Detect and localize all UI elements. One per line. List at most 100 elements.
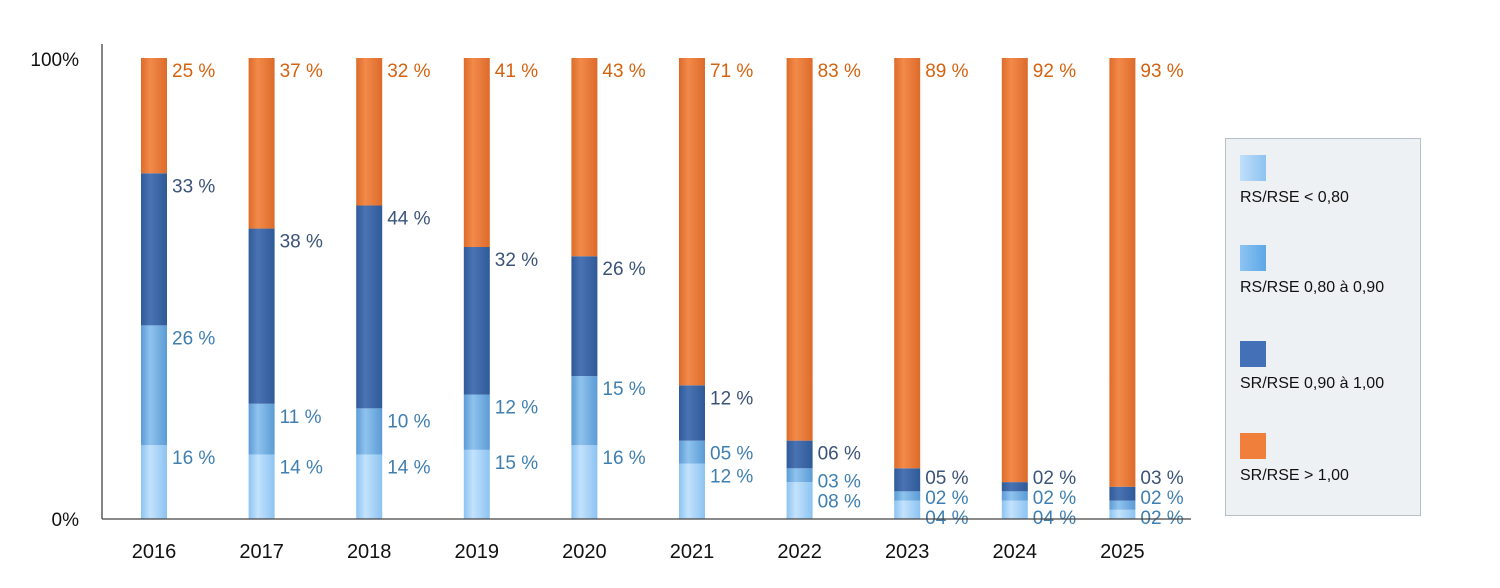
data-label-2025-s1: 02 % (1140, 488, 1183, 509)
data-label-2019-s2: 32 % (495, 250, 538, 271)
bar-segment-2018-s1 (356, 408, 383, 455)
bar-segment-2022-s2 (786, 440, 813, 469)
data-label-2023-s2: 05 % (925, 468, 968, 489)
bar-segment-2019-s3 (463, 58, 490, 248)
x-tick-label-2019: 2019 (455, 541, 500, 563)
data-label-2022-s1: 03 % (818, 471, 861, 492)
data-label-2018-s0: 14 % (387, 457, 430, 478)
y-tick-top: 100% (30, 50, 79, 71)
legend-swatch-rs-below-080 (1240, 155, 1266, 181)
data-label-2022-s2: 06 % (818, 444, 861, 465)
data-label-2020-s1: 15 % (602, 379, 645, 400)
bar-segment-2025-s2 (1109, 486, 1136, 501)
data-label-2018-s2: 44 % (387, 209, 430, 230)
data-label-2017-s2: 38 % (280, 232, 323, 253)
data-label-2025-s2: 03 % (1140, 468, 1183, 489)
x-category-labels: 2016 2017 2018 2019 2020 2021 2022 2023 2024 2025 (132, 541, 1145, 563)
legend-swatch-rs-080-090 (1240, 245, 1266, 271)
data-label-2024-s2: 02 % (1033, 468, 1076, 489)
bar-segment-2023-s0 (894, 500, 921, 519)
bar-segment-2024-s2 (1001, 482, 1028, 492)
data-label-2017-s3: 37 % (280, 61, 323, 82)
data-label-2021-s0: 12 % (710, 467, 753, 488)
bar-segment-2024-s3 (1001, 58, 1028, 483)
data-label-2021-s2: 12 % (710, 388, 753, 409)
data-label-2016-s1: 26 % (172, 328, 215, 349)
data-label-2022-s3: 83 % (818, 61, 861, 82)
bar-segment-2020-s3 (571, 58, 598, 257)
bar-segment-2021-s3 (679, 58, 705, 386)
y-tick-bottom: 0% (52, 510, 80, 531)
bar-segment-2021-s0 (679, 463, 705, 519)
data-label-2019-s1: 12 % (495, 398, 538, 419)
data-label-2024-s1: 02 % (1033, 488, 1076, 509)
bar-segment-2025-s0 (1109, 509, 1136, 519)
legend-item-sr-above-100: SR/RSE > 1,00 (1240, 433, 1349, 485)
legend-item-sr-090-100: SR/RSE 0,90 à 1,00 (1240, 341, 1384, 393)
data-label-2021-s1: 05 % (710, 444, 753, 465)
data-label-2018-s3: 32 % (387, 61, 430, 82)
data-label-2020-s3: 43 % (602, 61, 645, 82)
data-label-2018-s1: 10 % (387, 411, 430, 432)
bar-segment-2020-s2 (571, 256, 598, 377)
bar-segment-2016-s2 (141, 173, 167, 326)
bar-segment-2016-s1 (141, 325, 167, 446)
data-label-2025-s3: 93 % (1140, 61, 1183, 82)
bar-segment-2018-s0 (356, 454, 383, 519)
legend-label: SR/RSE > 1,00 (1240, 467, 1349, 484)
bar-segment-2023-s1 (894, 491, 921, 501)
x-tick-label-2017: 2017 (239, 541, 284, 563)
data-label-2016-s0: 16 % (172, 448, 215, 469)
data-label-2020-s2: 26 % (602, 259, 645, 280)
bar-segment-2022-s0 (786, 482, 813, 519)
x-tick-label-2023: 2023 (885, 541, 930, 563)
bar-segment-2017-s1 (248, 403, 275, 455)
legend-swatch-sr-090-100 (1240, 341, 1266, 367)
data-label-2023-s3: 89 % (925, 61, 968, 82)
legend-swatch-sr-above-100 (1240, 433, 1266, 459)
data-label-2023-s1: 02 % (925, 488, 968, 509)
data-label-2017-s1: 11 % (280, 407, 322, 428)
bar-segment-2016-s0 (141, 445, 167, 519)
data-label-2016-s2: 33 % (172, 176, 215, 197)
bar-segment-2023-s3 (894, 58, 921, 469)
x-tick-label-2020: 2020 (562, 541, 607, 563)
bars-layer (141, 58, 1136, 519)
bar-segment-2018-s3 (356, 58, 383, 206)
x-tick-label-2018: 2018 (347, 541, 392, 563)
legend-label: RS/RSE 0,80 à 0,90 (1240, 279, 1385, 296)
bar-segment-2020-s0 (571, 445, 598, 519)
legend-label: RS/RSE < 0,80 (1240, 189, 1349, 206)
data-label-2016-s3: 25 % (172, 61, 215, 82)
bar-segment-2020-s1 (571, 376, 598, 446)
bar-segment-2025-s3 (1109, 58, 1136, 487)
data-label-2021-s3: 71 % (710, 61, 753, 82)
bar-segment-2022-s1 (786, 468, 813, 483)
data-label-2024-s3: 92 % (1033, 61, 1076, 82)
legend-item-rs-below-080: RS/RSE < 0,80 (1240, 155, 1349, 207)
bar-segment-2017-s3 (248, 58, 275, 229)
bar-segment-2019-s0 (463, 449, 490, 519)
bar-segment-2021-s2 (679, 385, 705, 441)
bar-segment-2023-s2 (894, 468, 921, 492)
bar-segment-2024-s0 (1001, 500, 1028, 519)
bar-segment-2022-s3 (786, 58, 813, 441)
x-tick-label-2024: 2024 (993, 541, 1038, 563)
data-label-2017-s0: 14 % (280, 457, 323, 478)
data-labels-layer: 16 % 26 % 33 % 25 % 14 % 11 % 38 % 37 % 14 % 10 %… (172, 61, 1184, 529)
legend-item-rs-080-090: RS/RSE 0,80 à 0,90 (1240, 245, 1384, 297)
bar-segment-2016-s3 (141, 58, 167, 174)
data-label-2019-s0: 15 % (495, 453, 538, 474)
bar-segment-2019-s1 (463, 394, 490, 450)
x-tick-label-2025: 2025 (1100, 541, 1145, 563)
bar-segment-2018-s2 (356, 205, 383, 409)
x-tick-label-2016: 2016 (132, 541, 177, 563)
data-label-2022-s0: 08 % (818, 491, 861, 512)
legend: RS/RSE < 0,80 RS/RSE 0,80 à 0,90 SR/RSE … (1225, 138, 1421, 516)
data-label-2020-s0: 16 % (602, 448, 645, 469)
bar-segment-2017-s0 (248, 454, 275, 519)
legend-label: SR/RSE 0,90 à 1,00 (1240, 375, 1385, 392)
x-tick-label-2022: 2022 (777, 541, 822, 563)
data-label-2019-s3: 41 % (495, 61, 538, 82)
